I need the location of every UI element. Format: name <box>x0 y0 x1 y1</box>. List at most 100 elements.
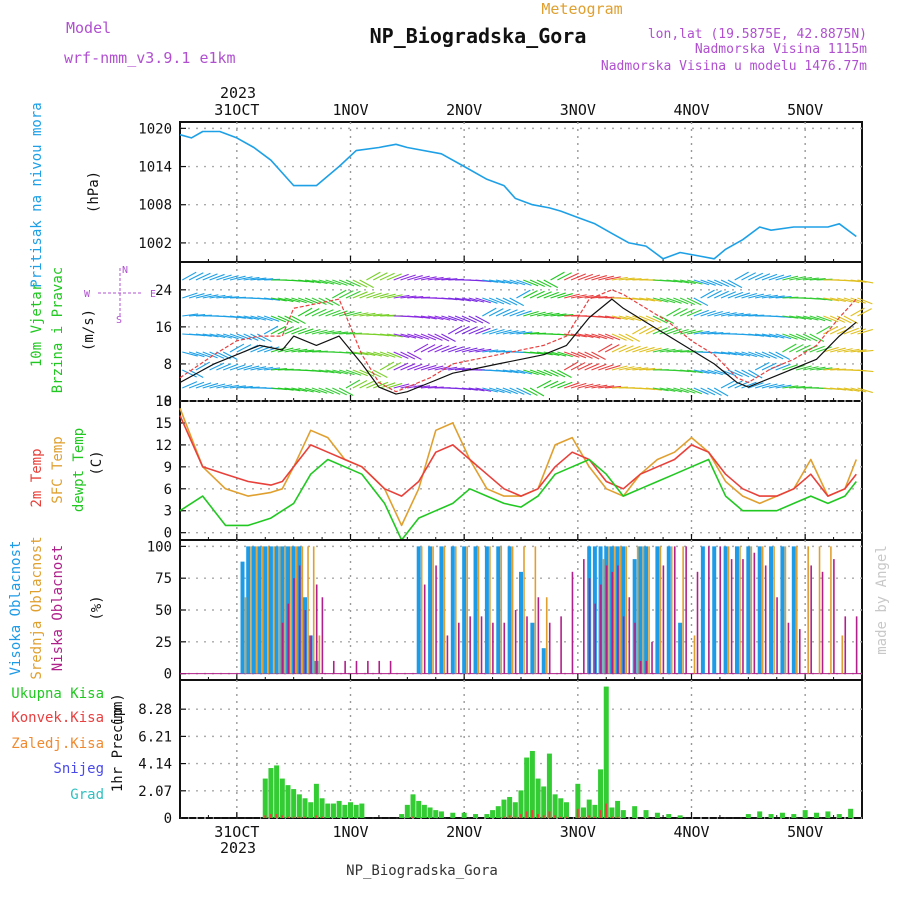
wind-barb <box>755 274 770 280</box>
wind-barb <box>421 345 435 352</box>
wind-barb <box>203 274 218 280</box>
ytick-label-wind-3: 24 <box>155 283 172 299</box>
wind-barb <box>762 274 777 280</box>
precip-conv-bar <box>276 814 278 818</box>
wind-barb <box>789 345 803 352</box>
precip-bar <box>592 805 597 818</box>
dewpt-line <box>180 460 856 541</box>
ytick-label-temperature-5: 15 <box>155 416 172 432</box>
precip-bar <box>558 798 563 818</box>
precip-conv-bar <box>412 817 414 818</box>
wind-barb <box>182 382 197 388</box>
wind-unit: (m/s) <box>81 309 97 351</box>
precip-bar <box>325 804 330 818</box>
ytick-label-wind-2: 16 <box>155 320 172 336</box>
precip-bar <box>746 814 751 818</box>
wind-barb <box>380 273 395 280</box>
temp-labels: 2m Temp SFC Temp dewpt Temp (C) <box>29 428 105 512</box>
wind-barb <box>380 362 394 370</box>
precip-bar <box>780 813 785 818</box>
precip-conv-bar <box>617 817 619 818</box>
precip-bar <box>769 814 774 818</box>
precip-bar <box>541 786 546 818</box>
compass-n: N <box>122 265 128 276</box>
wind-barb <box>305 309 319 316</box>
precip-bar <box>274 765 279 818</box>
precip-bar <box>439 811 444 818</box>
wind-barb <box>707 291 721 298</box>
top-date-3: 3NOV <box>560 101 596 119</box>
top-date-5: 5NOV <box>787 101 823 119</box>
bottom-date-4: 4NOV <box>673 823 709 841</box>
wind-barb <box>612 345 626 352</box>
wind-barb <box>469 328 484 334</box>
legend-grad: Grad <box>70 787 104 803</box>
precip-bar <box>411 794 416 818</box>
wind-barb <box>776 364 791 370</box>
wind-barb <box>782 344 796 352</box>
precip-bar <box>280 779 285 818</box>
wind-barb <box>557 273 571 280</box>
precip-bar <box>553 794 558 818</box>
wind-barb <box>237 345 251 352</box>
precip-conv-bar <box>560 817 562 818</box>
wind-barb <box>332 290 346 298</box>
precip-conv-bar <box>565 817 567 818</box>
precip-bar <box>496 806 501 818</box>
precip-bar <box>490 810 495 818</box>
wind-barb <box>742 273 756 280</box>
footer-station: NP_Biogradska_Gora <box>346 863 498 879</box>
precip-bar <box>462 813 467 818</box>
precip-bar <box>837 814 842 818</box>
precip-bar <box>399 814 404 818</box>
wind-barb <box>769 364 784 370</box>
wind-barb <box>694 310 709 316</box>
precip-total-bars <box>263 687 853 818</box>
ytick-label-temperature-3: 9 <box>164 460 172 476</box>
precip-bar <box>320 798 325 818</box>
cloud-unit: (%) <box>89 595 105 620</box>
wind-barb <box>591 364 606 370</box>
precip-conv-bar <box>514 817 516 818</box>
watermark: made by Angel <box>874 545 890 655</box>
ytick-label-precipitation-1: 2.07 <box>138 784 172 800</box>
wind-barb <box>298 308 312 316</box>
wind-barb <box>230 344 244 352</box>
precip-bar <box>655 813 660 818</box>
ytick-label-pressure-1: 1008 <box>138 198 172 214</box>
cloud-low-label: Niska Oblacnost <box>50 545 66 671</box>
year-top: 2023 <box>220 84 256 102</box>
precip-bar <box>615 801 620 818</box>
ytick-label-wind-1: 8 <box>164 357 172 373</box>
precip-conv-bar <box>611 817 613 818</box>
cloud-high-label: Visoka Oblacnost <box>8 541 24 676</box>
wind-barb <box>646 327 660 334</box>
precip-bar <box>587 800 592 818</box>
ytick-label-precipitation-2: 4.14 <box>138 757 172 773</box>
wind-barb <box>687 310 702 316</box>
wind-barb <box>578 363 592 370</box>
cloud-mid-label: Srednja Oblacnost <box>29 536 45 679</box>
ytick-label-temperature-1: 3 <box>164 504 172 520</box>
panel-precipitation: 02.074.146.218.28 <box>138 680 862 827</box>
wind-barb <box>476 328 491 334</box>
ytick-label-clouds-0: 0 <box>164 667 172 683</box>
precip-bar <box>354 805 359 818</box>
bottom-date-1: 1NOV <box>332 823 368 841</box>
ytick-label-pressure-0: 1002 <box>138 236 172 252</box>
wind-barb <box>701 290 715 298</box>
ytick-label-clouds-3: 75 <box>155 571 172 587</box>
precip-bar <box>484 814 489 818</box>
wind-barb <box>394 274 409 280</box>
wind-barb <box>660 328 675 334</box>
precip-conv-bar <box>594 817 596 818</box>
ytick-label-pressure-3: 1020 <box>138 121 172 137</box>
precip-bar <box>263 779 268 818</box>
precip-bar <box>621 810 626 818</box>
pressure-line <box>180 132 856 259</box>
wind-barb <box>544 381 558 388</box>
